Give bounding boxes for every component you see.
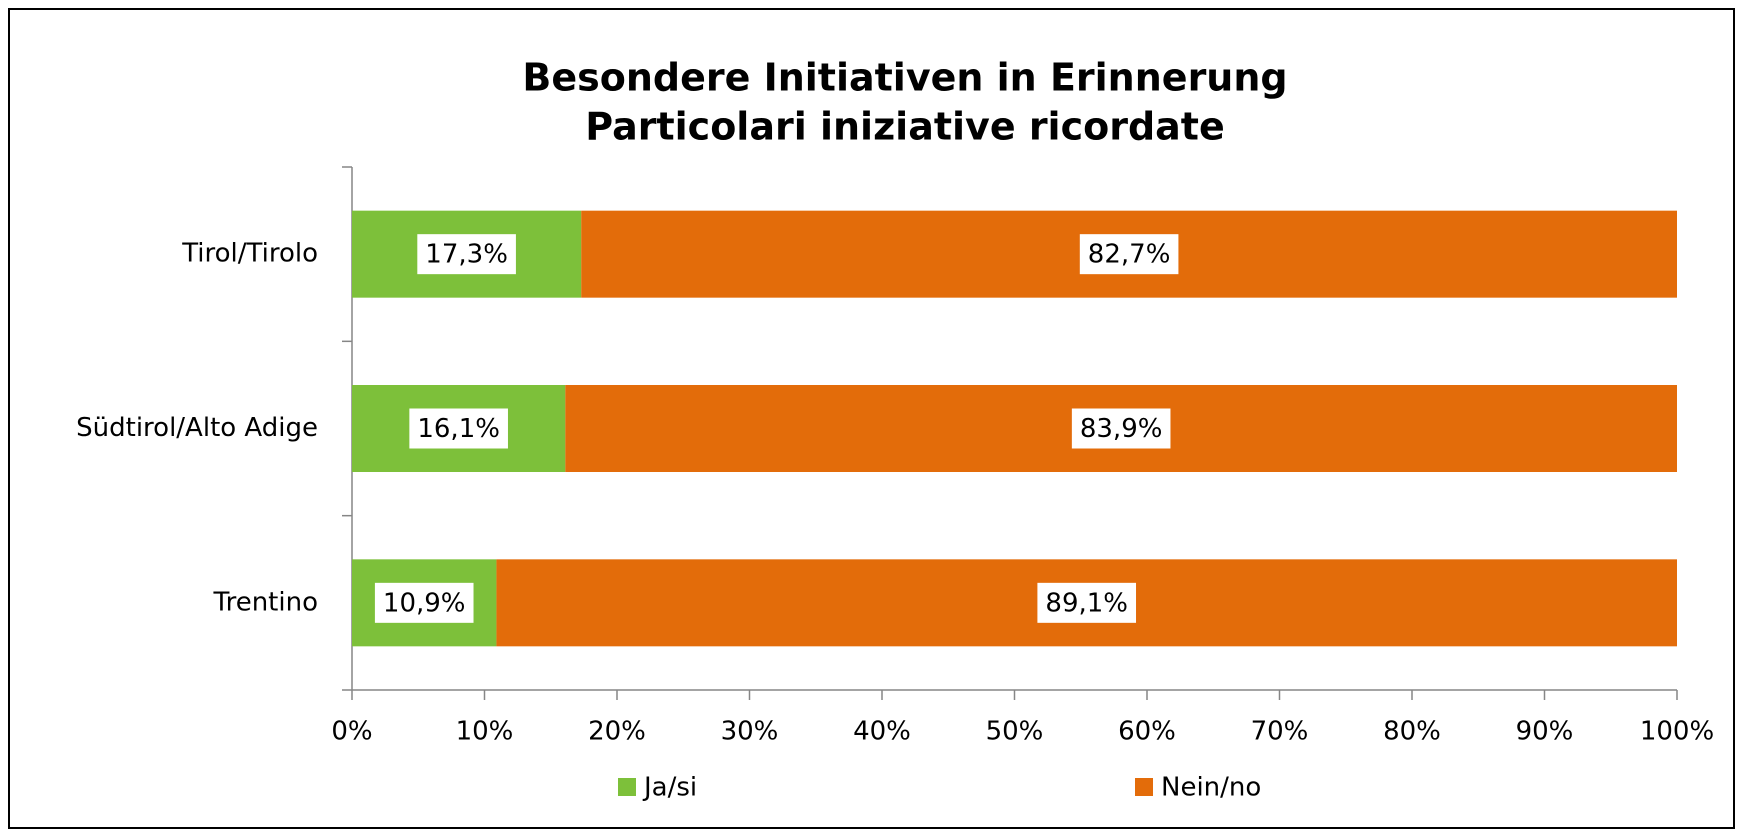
legend-label: Nein/no (1161, 773, 1261, 803)
x-tick-label: 80% (1383, 717, 1441, 747)
data-label-background (1071, 408, 1171, 449)
chart-title: Particolari iniziative ricordate (585, 105, 1224, 149)
data-label: 16,1% (417, 414, 500, 444)
data-label-background (374, 582, 474, 623)
data-label-background (1037, 582, 1137, 623)
data-label-background (409, 408, 508, 449)
x-tick-label: 30% (721, 717, 779, 747)
x-tick-label: 70% (1251, 717, 1309, 747)
data-label-background (1079, 234, 1179, 275)
x-tick-label: 0% (331, 717, 372, 747)
legend-swatch (618, 778, 636, 796)
y-tick-label: Trentino (213, 587, 318, 617)
x-tick-label: 90% (1516, 717, 1574, 747)
x-tick-label: 20% (588, 717, 646, 747)
y-tick-label: Südtirol/Alto Adige (76, 413, 318, 443)
data-label: 17,3% (425, 240, 508, 270)
y-tick-label: Tirol/Tirolo (181, 239, 318, 269)
x-tick-label: 50% (986, 717, 1044, 747)
data-label-background (417, 234, 516, 275)
data-label: 83,9% (1080, 414, 1163, 444)
chart-title: Besondere Initiativen in Erinnerung (522, 56, 1287, 100)
legend-label: Ja/si (642, 773, 697, 803)
x-tick-label: 100% (1640, 717, 1714, 747)
legend-swatch (1135, 778, 1153, 796)
x-tick-label: 60% (1118, 717, 1176, 747)
x-tick-label: 40% (853, 717, 911, 747)
x-tick-label: 10% (456, 717, 514, 747)
data-label: 82,7% (1088, 240, 1171, 270)
data-label: 10,9% (383, 588, 466, 618)
data-label: 89,1% (1045, 588, 1128, 618)
